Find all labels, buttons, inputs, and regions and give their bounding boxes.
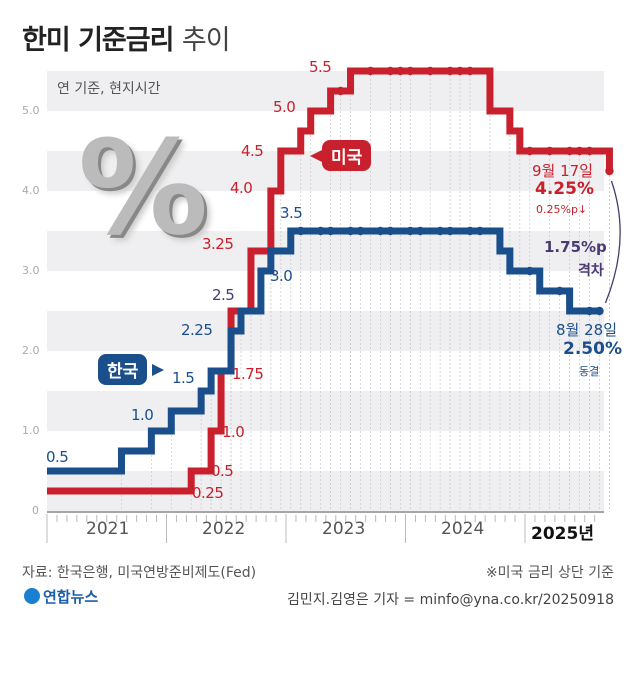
korea-label: 3.0 xyxy=(270,267,293,285)
grid-band xyxy=(47,311,604,351)
us-label: 5.0 xyxy=(273,98,296,116)
korea-rate: 2.50% xyxy=(563,339,622,359)
y-tick: 4.0 xyxy=(22,184,40,197)
gap-value: 1.75%p xyxy=(544,238,607,256)
percent-icon: % xyxy=(78,112,209,264)
yonhap-logo: 연합뉴스 xyxy=(24,586,98,607)
gap-bracket xyxy=(604,180,621,304)
us-callout-tail xyxy=(310,150,322,162)
us-hold-dot xyxy=(545,146,554,156)
us-hold-dot xyxy=(336,86,345,96)
us-label: 4.5 xyxy=(241,142,264,160)
gap-label: 격차 xyxy=(578,263,604,279)
page-title: 한미 기준금리 추이 xyxy=(22,25,231,56)
us-hold-dot xyxy=(396,66,405,76)
y-tick: 3.0 xyxy=(22,264,40,277)
grid-band xyxy=(47,391,604,431)
us-hold-dot xyxy=(455,66,465,76)
korea-status: 동결 xyxy=(579,365,600,378)
us-hold-dot xyxy=(525,146,534,156)
us-hold-dot xyxy=(445,66,455,76)
us-hold-dot xyxy=(585,146,594,156)
korea-hold-dot xyxy=(525,266,534,276)
us-label: 0.25 xyxy=(192,484,224,502)
y-tick: 5.0 xyxy=(22,104,40,117)
korea-date: 8월 28일 xyxy=(556,321,617,339)
basis-note: 연 기준, 현지시간 xyxy=(57,81,161,97)
grid-band xyxy=(47,71,604,111)
korea-label: 0.5 xyxy=(46,448,69,466)
korea-hold-dot xyxy=(585,306,594,316)
korea-hold-dot xyxy=(555,286,564,296)
us-hold-dot xyxy=(366,66,375,76)
korea-callout-tail xyxy=(152,364,164,376)
korea-callout: 한국 xyxy=(98,354,148,385)
korea-hold-dot xyxy=(346,226,355,236)
korea-rate-line xyxy=(47,227,600,475)
korea-hold-dot xyxy=(326,226,335,236)
us-hold-dot xyxy=(575,146,584,156)
us-hold-dot xyxy=(605,166,614,176)
y-tick: 2.0 xyxy=(22,344,40,357)
y-tick: 0 xyxy=(32,504,39,517)
korea-hold-dot xyxy=(406,226,415,236)
us-callout: 미국 xyxy=(322,140,372,171)
source: 자료: 한국은행, 미국연방준비제도(Fed) xyxy=(22,565,257,581)
x-tick: 2021 xyxy=(86,519,130,539)
us-hold-dot xyxy=(465,66,475,76)
x-tick: 2025년 xyxy=(531,524,594,544)
logo-icon xyxy=(24,588,40,604)
korea-hold-dot xyxy=(465,226,475,236)
korea-hold-dot xyxy=(376,226,385,236)
footnote: ※미국 금리 상단 기준 xyxy=(485,565,614,581)
korea-label: 3.5 xyxy=(280,204,303,222)
korea-hold-dot xyxy=(475,226,485,236)
shared-label: 2.5 xyxy=(212,286,235,304)
korea-label: 1.5 xyxy=(172,369,195,387)
x-tick: 2023 xyxy=(322,519,366,539)
us-label: 4.0 xyxy=(230,179,253,197)
us-rate: 4.25% xyxy=(535,179,594,199)
byline: 김민지.김영은 기자 = minfo@yna.co.kr/20250918 xyxy=(287,592,614,608)
us-label: 1.0 xyxy=(222,423,245,441)
x-tick: 2024 xyxy=(441,519,485,539)
korea-label: 2.25 xyxy=(181,321,213,339)
korea-hold-dot xyxy=(445,226,455,236)
us-change: 0.25%p↓ xyxy=(536,203,588,216)
korea-hold-dot xyxy=(595,306,604,316)
korea-hold-dot xyxy=(296,226,305,236)
us-hold-dot xyxy=(565,146,574,156)
x-tick: 2022 xyxy=(202,519,246,539)
us-rate-line xyxy=(47,67,613,495)
korea-label: 1.0 xyxy=(131,406,154,424)
us-hold-dot xyxy=(425,66,435,76)
us-label: 0.5 xyxy=(211,462,234,480)
korea-hold-dot xyxy=(435,226,445,236)
us-label: 3.25 xyxy=(202,235,234,253)
us-hold-dot xyxy=(406,66,415,76)
us-hold-dot xyxy=(386,66,395,76)
us-label: 5.5 xyxy=(309,58,332,76)
korea-hold-dot xyxy=(356,226,365,236)
us-date: 9월 17일 xyxy=(532,162,593,180)
us-label: 1.75 xyxy=(232,365,264,383)
korea-hold-dot xyxy=(386,226,395,236)
y-tick: 1.0 xyxy=(22,424,40,437)
korea-hold-dot xyxy=(416,226,425,236)
korea-hold-dot xyxy=(316,226,325,236)
